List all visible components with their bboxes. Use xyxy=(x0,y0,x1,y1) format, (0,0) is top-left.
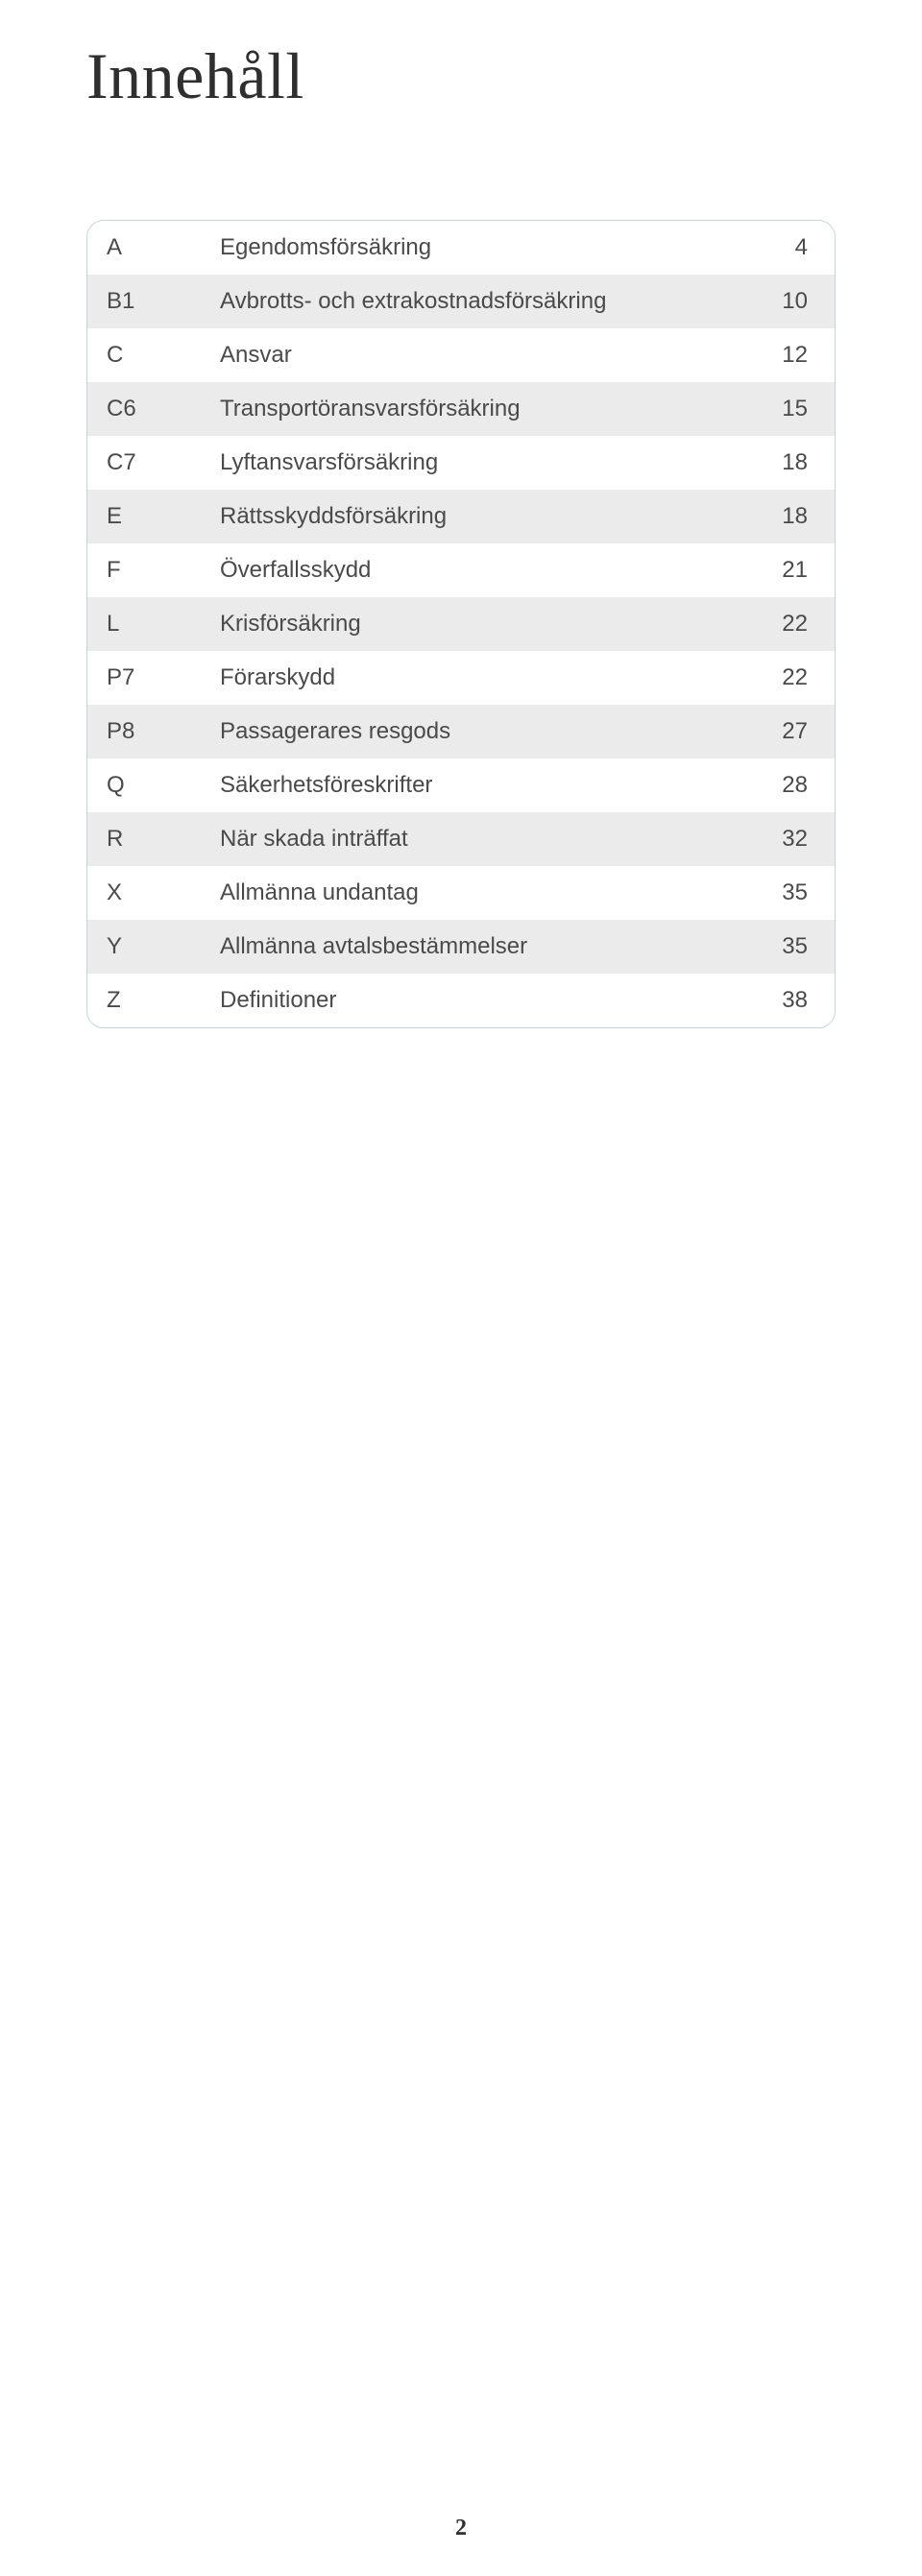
toc-label: Avbrotts- och extrakostnadsförsäkring xyxy=(201,275,763,328)
toc-row: CAnsvar12 xyxy=(87,328,835,382)
toc-row: P7Förarskydd22 xyxy=(87,651,835,705)
toc-code: Z xyxy=(87,974,201,1027)
toc-row: LKrisförsäkring22 xyxy=(87,597,835,651)
toc-row: AEgendomsförsäkring4 xyxy=(87,221,835,275)
toc-row: P8Passagerares resgods27 xyxy=(87,705,835,758)
toc-code: Q xyxy=(87,758,201,812)
toc-page: 38 xyxy=(763,974,835,1027)
toc-page: 35 xyxy=(763,920,835,974)
toc-label: Allmänna avtalsbestämmelser xyxy=(201,920,763,974)
toc-code: B1 xyxy=(87,275,201,328)
toc-label: Passagerares resgods xyxy=(201,705,763,758)
toc-row: QSäkerhetsföreskrifter28 xyxy=(87,758,835,812)
toc-table: AEgendomsförsäkring4B1Avbrotts- och extr… xyxy=(86,220,836,1028)
toc-code: F xyxy=(87,543,201,597)
toc-code: P7 xyxy=(87,651,201,705)
toc-row: C6Transportöransvarsförsäkring15 xyxy=(87,382,835,436)
toc-code: L xyxy=(87,597,201,651)
toc-label: Allmänna undantag xyxy=(201,866,763,920)
toc-page: 21 xyxy=(763,543,835,597)
toc-row: ERättsskyddsförsäkring18 xyxy=(87,490,835,543)
toc-page: 18 xyxy=(763,490,835,543)
toc-row: FÖverfallsskydd21 xyxy=(87,543,835,597)
toc-page: 15 xyxy=(763,382,835,436)
toc-page: 28 xyxy=(763,758,835,812)
toc-code: E xyxy=(87,490,201,543)
toc-label: Överfallsskydd xyxy=(201,543,763,597)
toc-code: R xyxy=(87,812,201,866)
document-page: Innehåll AEgendomsförsäkring4B1Avbrotts-… xyxy=(0,0,922,2576)
toc-row: C7Lyftansvarsförsäkring18 xyxy=(87,436,835,490)
toc-code: C7 xyxy=(87,436,201,490)
toc-row: XAllmänna undantag35 xyxy=(87,866,835,920)
toc-page: 27 xyxy=(763,705,835,758)
page-title: Innehåll xyxy=(86,38,836,114)
toc-row: RNär skada inträffat32 xyxy=(87,812,835,866)
toc-page: 12 xyxy=(763,328,835,382)
toc-label: Lyftansvarsförsäkring xyxy=(201,436,763,490)
toc-label: När skada inträffat xyxy=(201,812,763,866)
toc-label: Rättsskyddsförsäkring xyxy=(201,490,763,543)
toc-label: Krisförsäkring xyxy=(201,597,763,651)
toc-page: 18 xyxy=(763,436,835,490)
toc-label: Egendomsförsäkring xyxy=(201,221,763,275)
toc-code: P8 xyxy=(87,705,201,758)
toc-page: 32 xyxy=(763,812,835,866)
toc-row: ZDefinitioner38 xyxy=(87,974,835,1027)
toc-label: Säkerhetsföreskrifter xyxy=(201,758,763,812)
toc-row: YAllmänna avtalsbestämmelser35 xyxy=(87,920,835,974)
toc-page: 35 xyxy=(763,866,835,920)
toc-code: Y xyxy=(87,920,201,974)
toc-row: B1Avbrotts- och extrakostnadsförsäkring1… xyxy=(87,275,835,328)
page-number: 2 xyxy=(0,2516,922,2541)
toc-page: 22 xyxy=(763,651,835,705)
toc-code: C6 xyxy=(87,382,201,436)
toc-code: X xyxy=(87,866,201,920)
toc-page: 4 xyxy=(763,221,835,275)
toc-label: Transportöransvarsförsäkring xyxy=(201,382,763,436)
toc-code: A xyxy=(87,221,201,275)
toc-page: 10 xyxy=(763,275,835,328)
toc-code: C xyxy=(87,328,201,382)
toc-page: 22 xyxy=(763,597,835,651)
toc-label: Förarskydd xyxy=(201,651,763,705)
toc-label: Ansvar xyxy=(201,328,763,382)
toc-label: Definitioner xyxy=(201,974,763,1027)
toc-body: AEgendomsförsäkring4B1Avbrotts- och extr… xyxy=(87,221,835,1027)
